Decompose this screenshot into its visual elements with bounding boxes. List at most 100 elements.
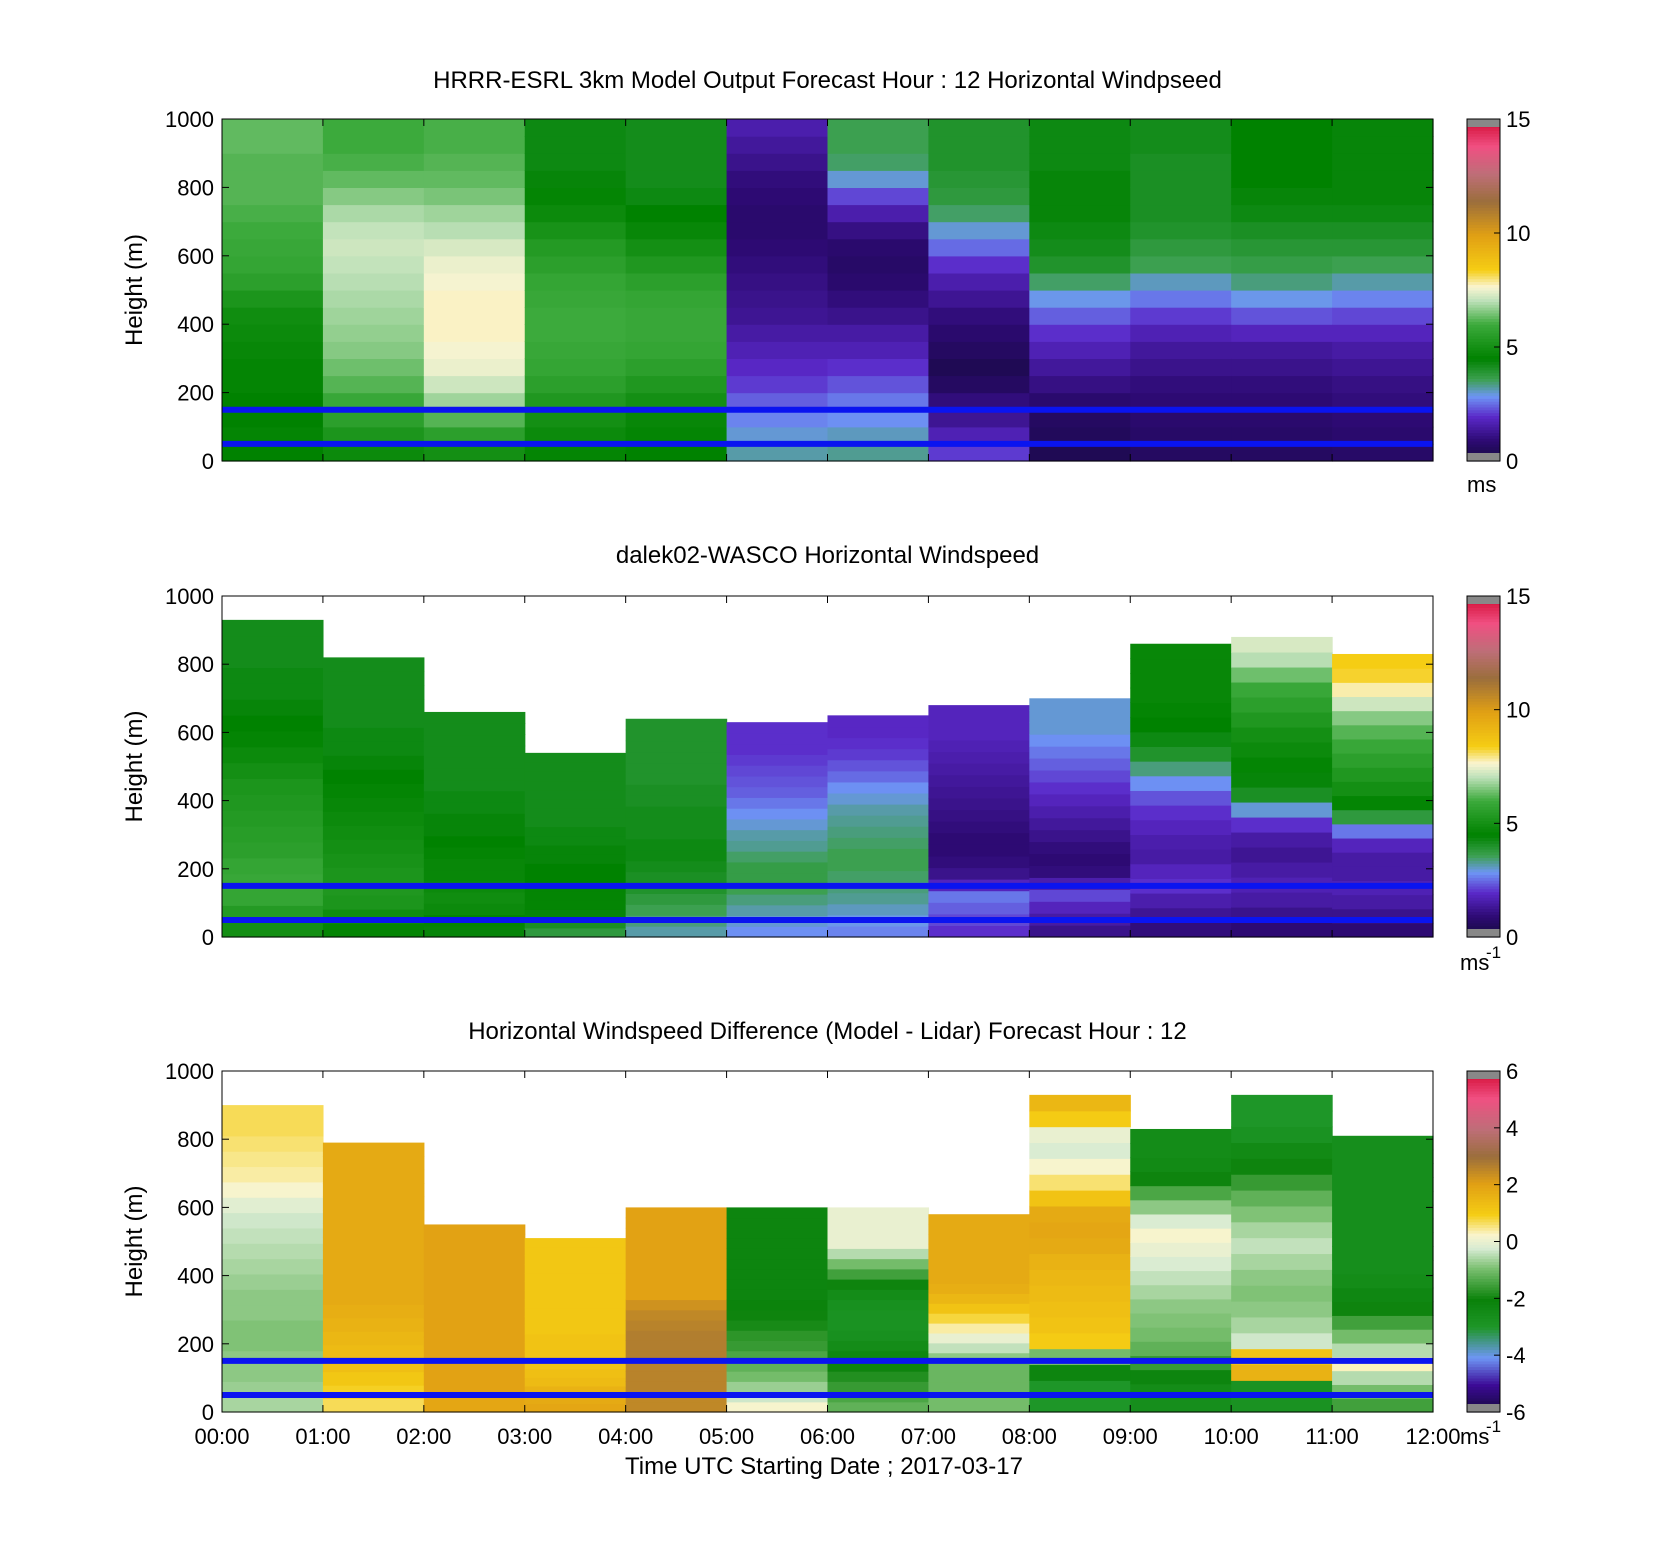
- colorbar-strip: [1467, 1201, 1500, 1206]
- heatmap-cell: [1231, 136, 1333, 154]
- y-tick-label: 1000: [165, 107, 214, 132]
- colorbar-strip: [1467, 1178, 1500, 1183]
- heatmap-cell: [625, 1340, 728, 1352]
- colorbar-strip: [1467, 1392, 1500, 1396]
- heatmap-cell: [1231, 221, 1333, 240]
- colorbar-strip: [1467, 1227, 1500, 1231]
- colorbar-strip: [1467, 312, 1500, 317]
- colorbar-strip: [1467, 777, 1500, 782]
- heatmap-cell: [1029, 1285, 1131, 1302]
- heatmap-cell: [524, 426, 627, 445]
- y-tick-label: 800: [177, 175, 214, 200]
- y-tick-label: 200: [177, 1332, 214, 1357]
- colorbar-strip: [1467, 610, 1500, 614]
- heatmap-cell: [524, 255, 627, 274]
- heatmap-cell: [322, 741, 425, 756]
- heatmap-cell: [1231, 711, 1333, 728]
- colorbar-tick-label: 10: [1506, 698, 1530, 723]
- heatmap-cell: [1130, 922, 1232, 938]
- heatmap-cell: [827, 892, 930, 905]
- colorbar-strip: [1467, 1133, 1500, 1137]
- x-tick-label: 12:00: [1405, 1424, 1460, 1449]
- colorbar-strip: [1467, 1099, 1500, 1103]
- colorbar-strip: [1467, 355, 1500, 359]
- colorbar-strip: [1467, 786, 1500, 790]
- colorbar-tick-label: 0: [1506, 449, 1518, 474]
- heatmap-cell: [1332, 1398, 1434, 1413]
- heatmap-cell: [928, 786, 1030, 799]
- heatmap-cell: [726, 1350, 829, 1362]
- heatmap-cell: [928, 136, 1030, 154]
- colorbar-strip: [1467, 712, 1500, 716]
- heatmap-cell: [827, 1401, 930, 1413]
- heatmap-cell: [1332, 1315, 1434, 1330]
- heatmap-cell: [524, 1342, 627, 1352]
- heatmap-cell: [928, 1273, 1030, 1285]
- heatmap-cell: [726, 272, 829, 291]
- colorbar-strip: [1467, 375, 1500, 379]
- colorbar-strip: [1467, 811, 1500, 816]
- heatmap-cell: [322, 1344, 425, 1359]
- heatmap-cell: [827, 804, 930, 816]
- colorbar-strip: [1467, 369, 1500, 374]
- colorbar-strip: [1467, 384, 1500, 388]
- heatmap-cell: [827, 1299, 930, 1311]
- colorbar-strip: [1467, 1088, 1500, 1092]
- heatmap-cell: [1332, 781, 1434, 797]
- colorbar-strip: [1467, 860, 1500, 864]
- colorbar-strip: [1467, 1090, 1500, 1095]
- colorbar-strip: [1467, 298, 1500, 302]
- heatmap-cell: [928, 1303, 1030, 1314]
- colorbar-strip: [1467, 215, 1500, 220]
- heatmap-cell: [726, 1340, 829, 1352]
- heatmap-cell: [1130, 1298, 1232, 1314]
- heatmap-cell: [827, 307, 930, 325]
- heatmap-cell: [827, 737, 930, 750]
- heatmap-cell: [524, 817, 627, 828]
- heatmap-cell: [1231, 238, 1333, 257]
- colorbar-strip: [1467, 1153, 1500, 1157]
- heatmap-cell: [827, 837, 930, 849]
- colorbar-strip: [1467, 701, 1500, 705]
- heatmap-cell: [1231, 921, 1333, 938]
- colorbar-strip: [1467, 848, 1500, 853]
- heatmap-cell: [827, 1258, 930, 1270]
- heatmap-cell: [524, 780, 627, 791]
- heatmap-cell: [524, 1403, 627, 1413]
- heatmap-cell: [827, 1330, 930, 1341]
- heatmap-cell: [928, 809, 1030, 822]
- heatmap-cell: [827, 221, 930, 240]
- heatmap-cell: [322, 1250, 425, 1265]
- heatmap-cell: [222, 136, 324, 154]
- y-tick-label: 0: [202, 449, 214, 474]
- heatmap-cell: [423, 272, 526, 291]
- heatmap-cell: [625, 272, 728, 291]
- heatmap-cell: [1332, 1342, 1434, 1358]
- heatmap-cell: [1332, 795, 1434, 811]
- heatmap-cell: [928, 1362, 1030, 1374]
- colorbar-frame: [1466, 118, 1501, 462]
- heatmap-cell: [423, 238, 526, 257]
- heatmap-cell: [1231, 651, 1333, 668]
- heatmap-cell: [524, 1351, 627, 1361]
- heatmap-cell: [322, 797, 425, 812]
- heatmap-cell: [1130, 717, 1232, 733]
- heatmap-cell: [928, 855, 1030, 869]
- heatmap-cell: [827, 1289, 930, 1301]
- x-tick-label: 05:00: [699, 1424, 754, 1449]
- colorbar-strip: [1467, 880, 1500, 884]
- heatmap-cell: [222, 857, 324, 875]
- heatmap-cell: [322, 1183, 425, 1198]
- heatmap-cell: [222, 358, 324, 377]
- heatmap-cell: [1332, 119, 1434, 137]
- colorbar-strip: [1467, 1196, 1500, 1200]
- colorbar-tick-label: 6: [1506, 1059, 1518, 1084]
- heatmap-cell: [625, 1360, 728, 1372]
- colorbar-strip: [1467, 329, 1500, 334]
- colorbar-strip: [1467, 678, 1500, 682]
- colorbar-strip: [1467, 681, 1500, 685]
- heatmap-cell: [222, 1181, 324, 1198]
- heatmap-cell: [1029, 358, 1131, 377]
- heatmap-cell: [322, 341, 425, 359]
- heatmap-cell: [322, 839, 425, 854]
